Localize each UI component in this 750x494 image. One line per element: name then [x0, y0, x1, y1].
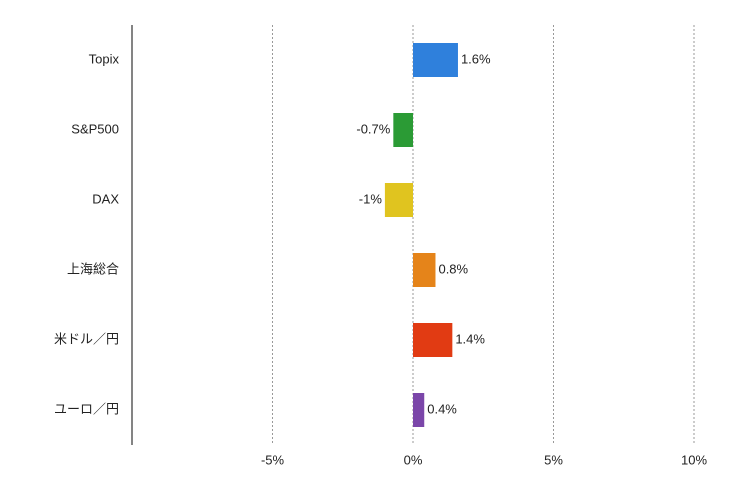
value-label: 0.8% [438, 261, 468, 276]
bar [413, 393, 425, 427]
value-label: 1.6% [461, 51, 491, 66]
value-label: -0.7% [356, 121, 390, 136]
bar [413, 253, 436, 287]
value-label: 1.4% [455, 331, 485, 346]
y-tick-label: DAX [92, 191, 119, 206]
bar [393, 113, 413, 147]
bar [413, 323, 453, 357]
x-tick-label: 10% [681, 452, 707, 467]
x-tick-label: -5% [261, 452, 285, 467]
y-tick-label: 上海総合 [67, 261, 119, 276]
x-tick-label: 5% [544, 452, 563, 467]
y-tick-label: S&P500 [71, 121, 119, 136]
bar [413, 43, 458, 77]
value-label: 0.4% [427, 401, 457, 416]
bar [384, 183, 413, 217]
x-tick-label: 0% [404, 452, 423, 467]
y-tick-label: Topix [89, 51, 120, 66]
value-label: -1% [359, 191, 383, 206]
y-tick-label: ユーロ／円 [54, 401, 119, 416]
y-tick-label: 米ドル／円 [54, 331, 119, 346]
